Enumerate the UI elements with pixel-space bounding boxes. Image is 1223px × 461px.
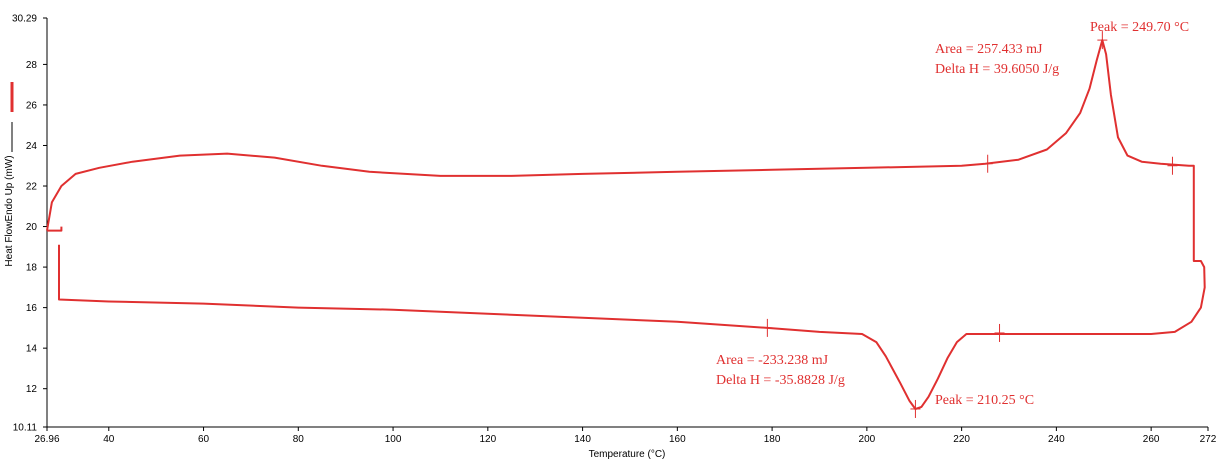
- y-tick-label: 28: [26, 60, 38, 71]
- y-tick-label: 24: [26, 141, 38, 152]
- x-tick-label: 240: [1048, 434, 1065, 445]
- y-tick-label: 26: [26, 100, 38, 111]
- y-tick-label: 12: [26, 384, 38, 395]
- annotation-peak-exo: Peak = 210.25 °C: [935, 393, 1034, 408]
- marker-layer: [762, 31, 1178, 418]
- annotation-delta-h-exo: Delta H = -35.8828 J/g: [716, 373, 845, 388]
- y-tick-label: 16: [26, 303, 38, 314]
- y-tick-label: 18: [26, 263, 38, 274]
- y-tick-label: 20: [26, 222, 38, 233]
- x-tick-label: 140: [574, 434, 591, 445]
- integration-marker-5: [1097, 31, 1108, 50]
- x-tick-label: 260: [1143, 434, 1160, 445]
- annotation-area-exo: Area = -233.238 mJ: [716, 353, 829, 368]
- x-tick-label: 60: [198, 434, 210, 445]
- y-axis-title: Heat FlowEndo Up (mW): [4, 155, 15, 266]
- integration-marker-2: [762, 318, 773, 337]
- annotation-area-endo: Area = 257.433 mJ: [935, 42, 1043, 57]
- y-axis-ticks: 10.11 12 14 16 18 20 22 24 26 28 30.29: [12, 14, 47, 434]
- x-tick-label: 272: [1200, 434, 1217, 445]
- series-segment-0: [47, 226, 63, 232]
- annotation-delta-h-endo: Delta H = 39.6050 J/g: [935, 62, 1059, 77]
- x-tick-label: 220: [953, 434, 970, 445]
- series-layer: [46, 39, 1206, 410]
- x-tick-label: 100: [385, 434, 402, 445]
- integration-marker-3: [994, 323, 1005, 342]
- annotation-peak-endo: Peak = 249.70 °C: [1090, 20, 1189, 35]
- integration-marker-0: [982, 154, 993, 173]
- y-tick-label: 30.29: [12, 14, 37, 25]
- x-axis-ticks: 26.96 40 60 80 100 120 140 160 180 200 220 240 260 27…: [34, 427, 1217, 445]
- x-tick-label: 120: [479, 434, 496, 445]
- x-tick-label: 160: [669, 434, 686, 445]
- x-tick-label: 26.96: [34, 434, 59, 445]
- y-tick-label: 10.11: [13, 423, 38, 434]
- series-line-0: [46, 39, 1206, 410]
- x-tick-label: 200: [859, 434, 876, 445]
- y-tick-label: 14: [26, 344, 38, 355]
- x-tick-label: 180: [764, 434, 781, 445]
- x-axis-title: Temperature (°C): [589, 449, 666, 460]
- x-tick-label: 80: [293, 434, 305, 445]
- integration-marker-1: [1167, 156, 1178, 175]
- integration-marker-4: [910, 399, 921, 418]
- x-tick-label: 40: [103, 434, 115, 445]
- y-tick-label: 22: [26, 182, 38, 193]
